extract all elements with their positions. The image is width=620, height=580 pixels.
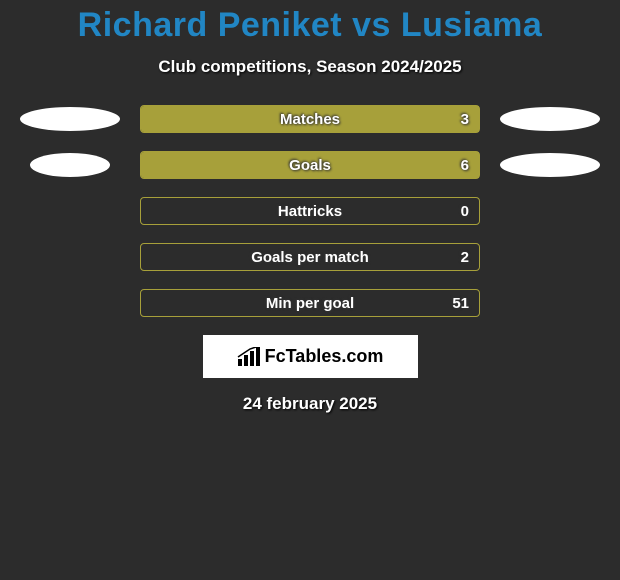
player1-name: Richard Peniket [78,6,342,44]
stat-bar-value: 6 [461,152,469,178]
date-text: 24 february 2025 [0,394,620,414]
stat-bar-value: 0 [461,198,469,224]
stat-bar-value: 3 [461,106,469,132]
stat-bar: Matches3 [140,105,480,133]
subtitle: Club competitions, Season 2024/2025 [0,57,620,77]
stat-bar: Hattricks0 [140,197,480,225]
logo-text: FcTables.com [265,346,384,367]
decorative-ellipse [20,107,120,131]
stat-bar-value: 51 [452,290,469,316]
stat-bar: Goals6 [140,151,480,179]
logo-box: FcTables.com [203,335,418,378]
stat-bar-label: Goals [141,152,479,178]
chart-area: Matches3 Goals6 Hattricks0 Goals per match2… [0,105,620,317]
stat-bar: Goals per match2 [140,243,480,271]
stat-bar-value: 2 [461,244,469,270]
decorative-ellipse [500,153,600,177]
stat-bar-label: Matches [141,106,479,132]
stat-bar: Min per goal51 [140,289,480,317]
stat-bar-label: Goals per match [141,244,479,270]
decorative-ellipse [30,153,110,177]
player2-name: Lusiama [401,6,542,44]
stat-bar-label: Min per goal [141,290,479,316]
decorative-ellipse [500,107,600,131]
vs-text: vs [352,6,391,44]
stat-bar-label: Hattricks [141,198,479,224]
bars-container: Matches3 Goals6 Hattricks0 Goals per match2… [140,105,480,317]
page-title: Richard Peniket vs Lusiama [0,0,620,45]
barchart-icon [237,347,261,367]
logo: FcTables.com [237,346,384,367]
